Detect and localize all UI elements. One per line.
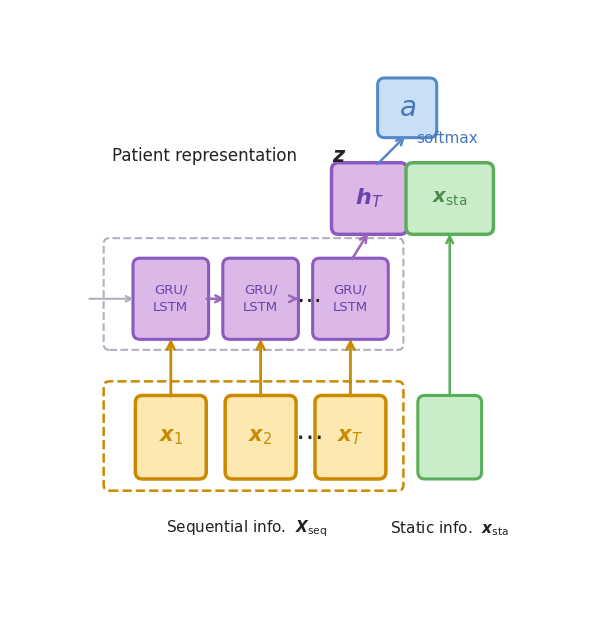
Text: Static info.  $\boldsymbol{x}_{\mathrm{sta}}$: Static info. $\boldsymbol{x}_{\mathrm{st…: [390, 520, 509, 538]
FancyBboxPatch shape: [418, 396, 482, 479]
Text: softmax: softmax: [417, 131, 478, 146]
Text: $\cdots$: $\cdots$: [296, 287, 320, 311]
Text: $\cdots$: $\cdots$: [295, 423, 321, 451]
Text: GRU/
LSTM: GRU/ LSTM: [153, 283, 188, 314]
Text: $\boldsymbol{x}_{\mathrm{sta}}$: $\boldsymbol{x}_{\mathrm{sta}}$: [432, 189, 467, 208]
Text: $a$: $a$: [398, 94, 416, 122]
Text: $\boldsymbol{z}$: $\boldsymbol{z}$: [332, 146, 346, 166]
Text: $\boldsymbol{x}_T$: $\boldsymbol{x}_T$: [337, 427, 364, 447]
Text: GRU/
LSTM: GRU/ LSTM: [333, 283, 368, 314]
FancyBboxPatch shape: [406, 162, 493, 234]
Text: $\boldsymbol{h}_T$: $\boldsymbol{h}_T$: [355, 187, 384, 210]
Text: $\boldsymbol{x}_1$: $\boldsymbol{x}_1$: [159, 427, 183, 447]
FancyBboxPatch shape: [312, 258, 388, 339]
Text: GRU/
LSTM: GRU/ LSTM: [243, 283, 278, 314]
FancyBboxPatch shape: [133, 258, 209, 339]
Text: $\boldsymbol{x}_2$: $\boldsymbol{x}_2$: [248, 427, 273, 447]
FancyBboxPatch shape: [223, 258, 298, 339]
Text: Sequential info.  $\boldsymbol{X}_{\mathrm{seq}}$: Sequential info. $\boldsymbol{X}_{\mathr…: [166, 518, 327, 539]
Text: Patient representation: Patient representation: [112, 146, 296, 164]
FancyBboxPatch shape: [225, 396, 296, 479]
FancyBboxPatch shape: [378, 78, 437, 138]
FancyBboxPatch shape: [315, 396, 386, 479]
FancyBboxPatch shape: [332, 162, 407, 234]
FancyBboxPatch shape: [135, 396, 206, 479]
